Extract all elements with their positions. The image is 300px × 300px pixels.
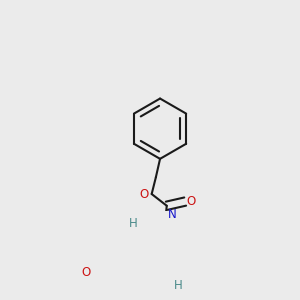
Text: N: N [168, 208, 176, 221]
Text: H: H [174, 279, 183, 292]
Text: O: O [139, 188, 148, 200]
Text: O: O [187, 195, 196, 208]
Text: O: O [81, 266, 91, 279]
Text: H: H [129, 217, 137, 230]
